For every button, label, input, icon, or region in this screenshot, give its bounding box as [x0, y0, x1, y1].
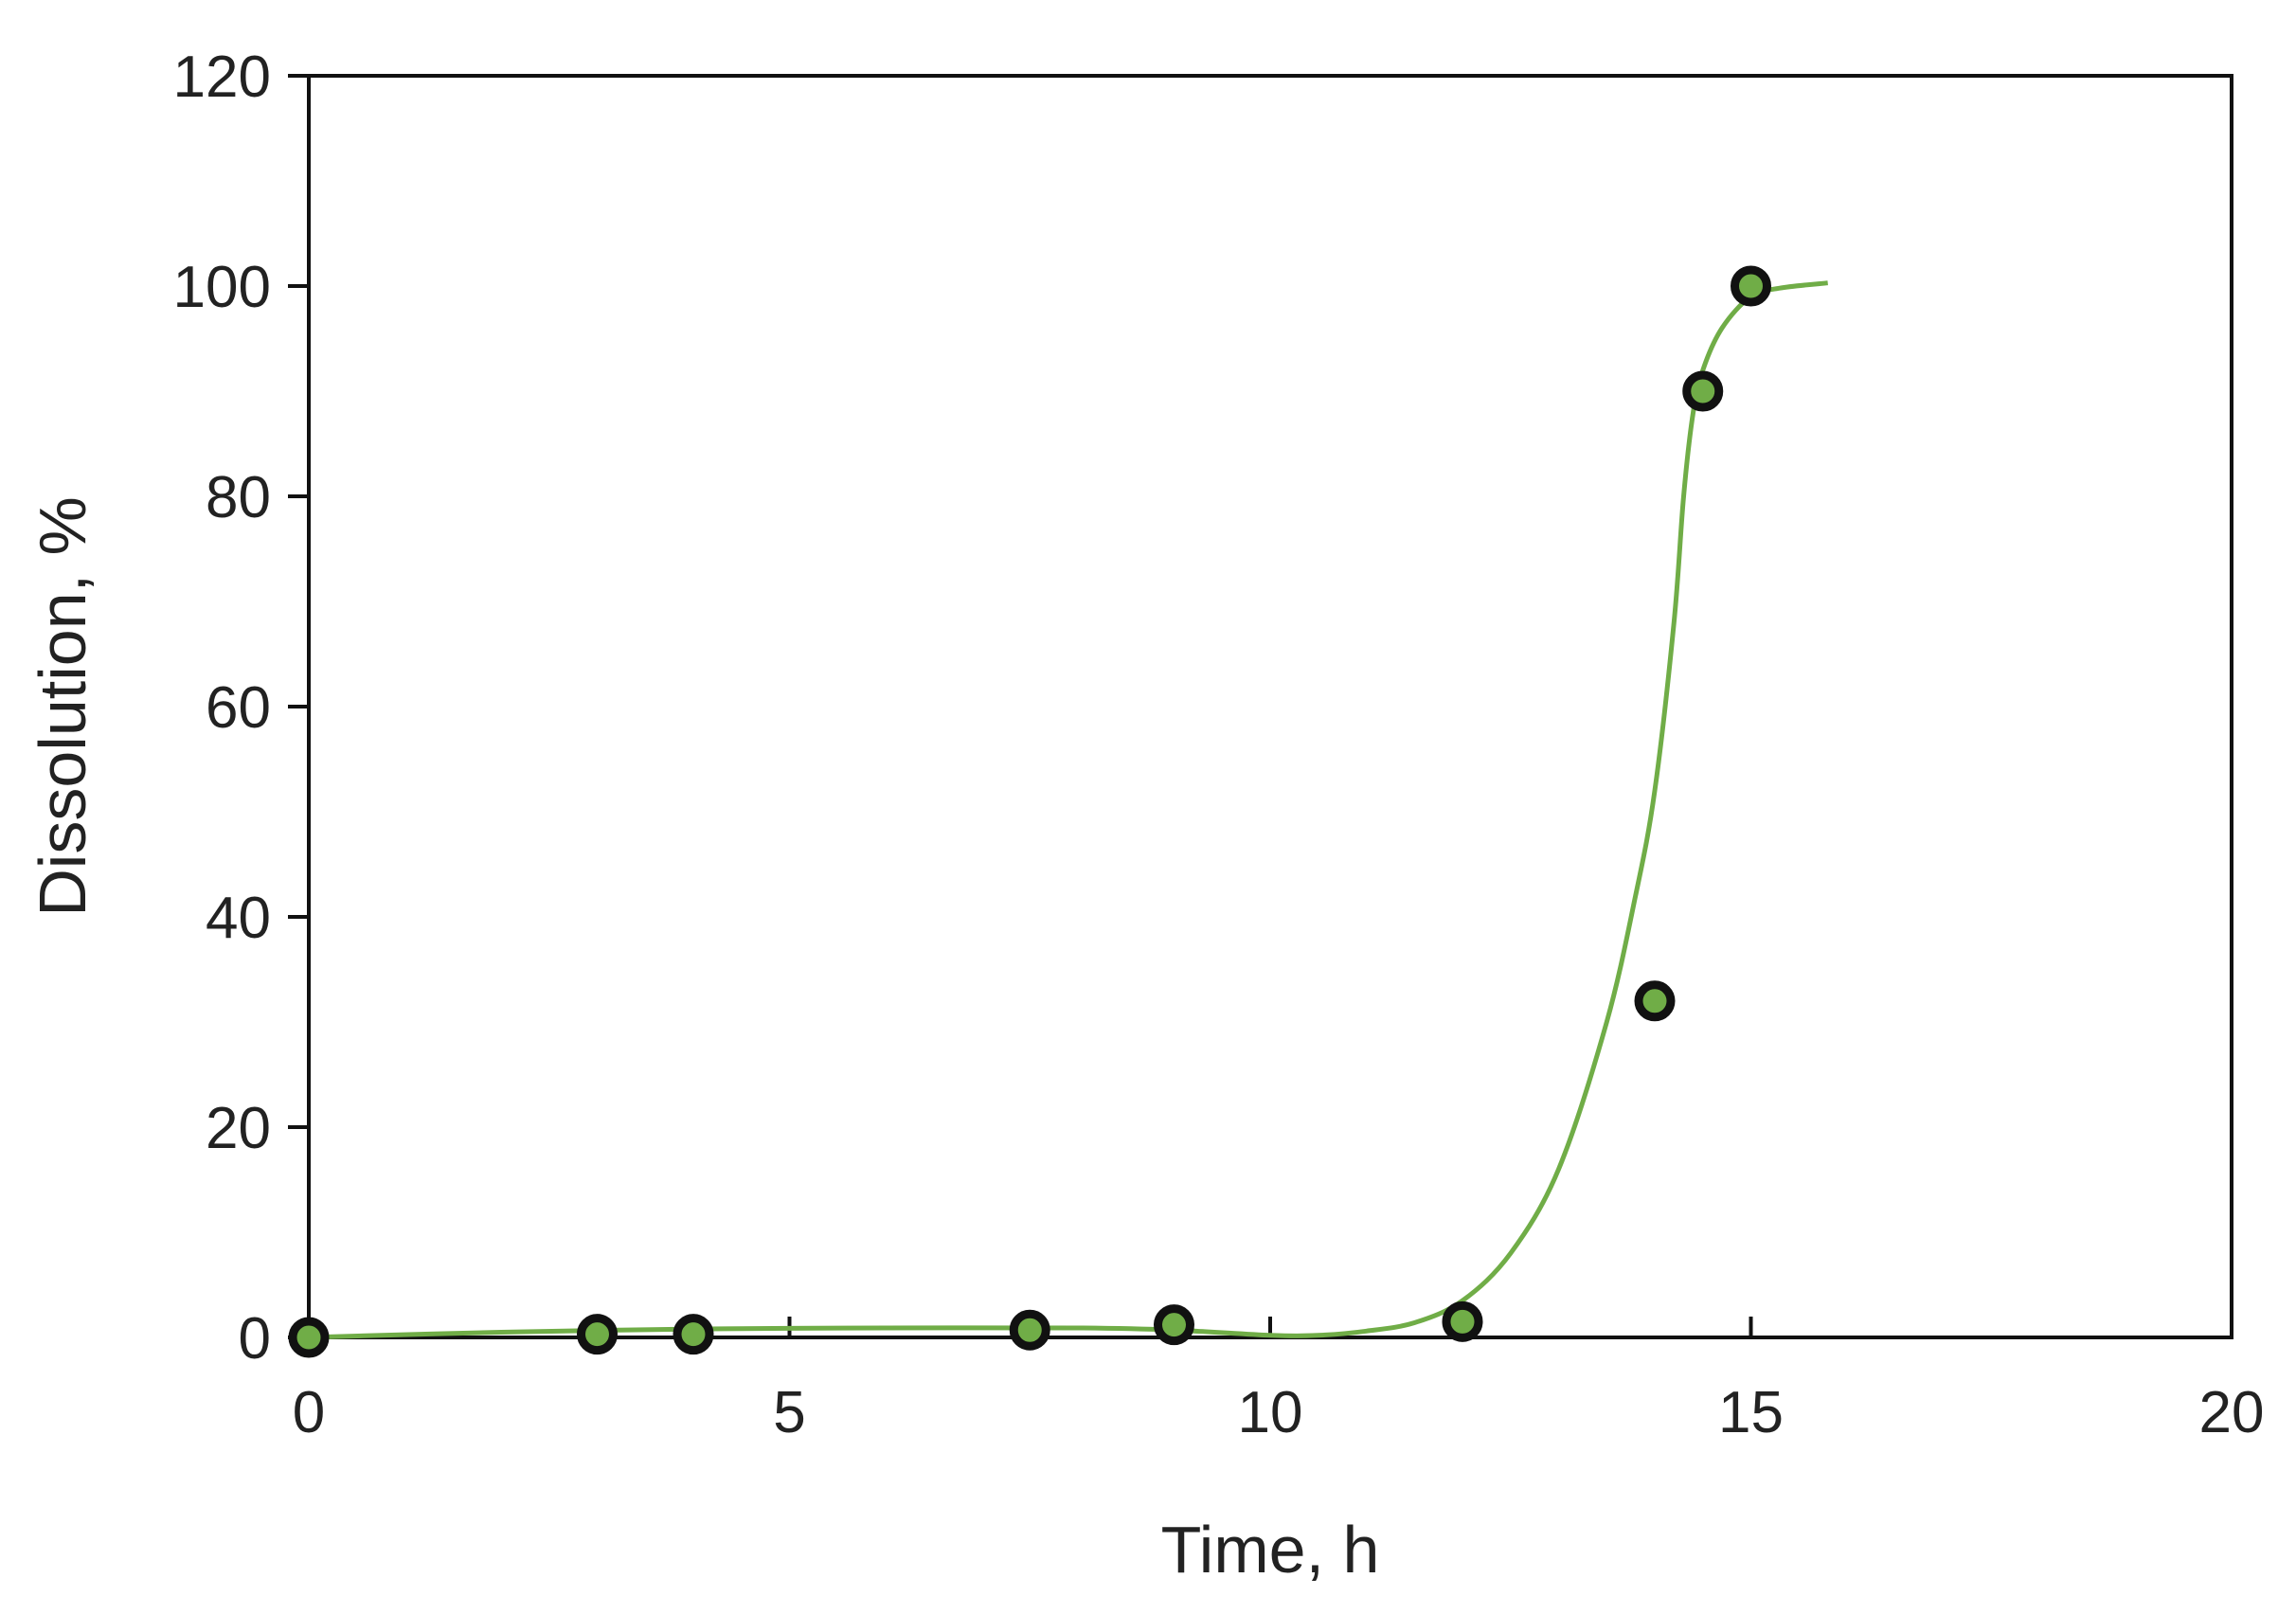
data-point: [1442, 1300, 1483, 1342]
data-point: [673, 1314, 714, 1355]
y-axis-ticks: 0 20 40 60 80 100 120: [173, 45, 309, 1372]
plot-border: [307, 74, 2233, 1339]
y-tick-label: 100: [173, 255, 271, 320]
y-axis-title: Dissolution, %: [26, 496, 99, 917]
x-axis-ticks: 0 5 10 15 20: [293, 1317, 2265, 1445]
y-tick-label: 80: [206, 465, 271, 530]
data-point: [1634, 980, 1676, 1022]
series-layer: [288, 265, 1828, 1358]
fit-curve-line: [308, 280, 1828, 1340]
data-point: [1009, 1309, 1050, 1351]
x-tick-label: 15: [1718, 1380, 1784, 1445]
x-tick-label: 20: [2199, 1380, 2265, 1445]
y-tick-label: 120: [173, 45, 271, 110]
y-tick-label: 0: [239, 1306, 271, 1372]
x-tick-label: 10: [1238, 1380, 1303, 1445]
data-point: [288, 1317, 330, 1358]
x-axis-title: Time, h: [1161, 1513, 1380, 1587]
y-tick-label: 20: [206, 1096, 271, 1161]
data-point: [577, 1314, 618, 1355]
x-tick-label: 0: [293, 1380, 325, 1445]
data-point: [1154, 1304, 1194, 1346]
plot-area-frame: [307, 74, 2233, 1339]
y-tick-label: 40: [206, 886, 271, 951]
y-tick-label: 60: [206, 675, 271, 741]
data-point: [1682, 370, 1724, 412]
data-point: [1731, 265, 1771, 307]
x-tick-label: 5: [773, 1380, 805, 1445]
